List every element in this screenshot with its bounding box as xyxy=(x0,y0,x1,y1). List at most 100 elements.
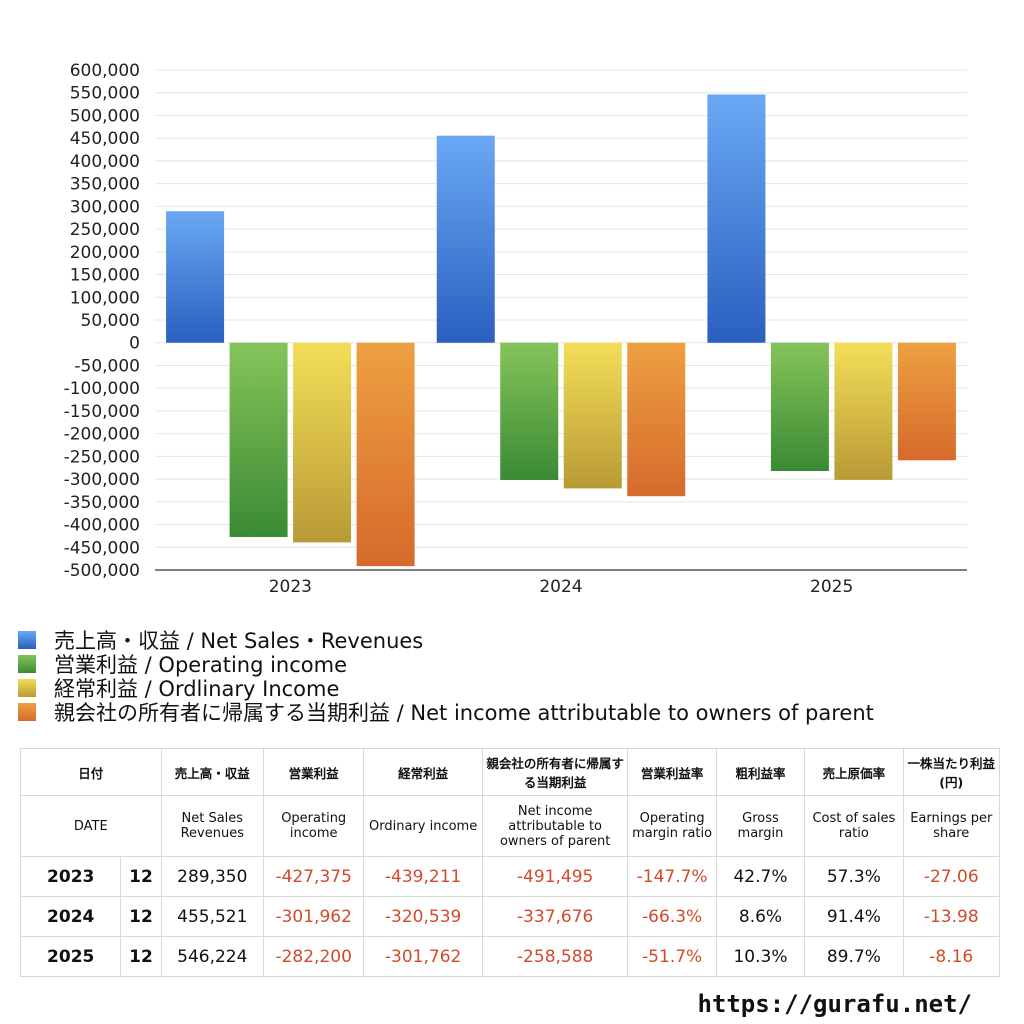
cell-year: 2025 xyxy=(19,936,122,977)
header-net-en: Net income attributable to owners of par… xyxy=(481,795,629,857)
bar-operating-2025 xyxy=(770,342,829,471)
header-operating-en: Operating income xyxy=(262,795,365,857)
y-tick-label: 350,000 xyxy=(70,175,140,195)
bar-sales-2023 xyxy=(166,211,225,343)
y-tick-label: 500,000 xyxy=(70,106,140,126)
cell-ordinary: -439,211 xyxy=(363,856,483,897)
cell-month: 12 xyxy=(120,936,162,977)
header-eps-jp: 一株当たり利益(円) xyxy=(902,748,1001,796)
header-opm-en: Operating margin ratio xyxy=(627,795,717,857)
cell-opm: -51.7% xyxy=(627,936,717,977)
cell-eps: -8.16 xyxy=(902,936,1001,977)
header-row-jp: 日付 売上高・収益 営業利益 経常利益 親会社の所有者に帰属する当期利益 営業利… xyxy=(20,748,1001,796)
bar-net-2024 xyxy=(627,342,686,497)
legend-swatch-net xyxy=(18,703,36,721)
gridlines xyxy=(155,69,967,571)
y-tick-label: 150,000 xyxy=(70,266,140,286)
table-row: 2025 12 546,224 -282,200 -301,762 -258,5… xyxy=(19,936,1001,977)
table-row: 2023 12 289,350 -427,375 -439,211 -491,4… xyxy=(19,856,1001,897)
cell-month: 12 xyxy=(120,856,162,897)
bar-ordinary-2025 xyxy=(834,342,893,480)
cell-operating: -427,375 xyxy=(262,856,365,897)
header-gm-en: Gross margin xyxy=(715,795,806,857)
y-tick-label: -50,000 xyxy=(74,356,140,376)
y-tick-label: 0 xyxy=(129,334,140,354)
cell-year: 2023 xyxy=(19,856,122,897)
y-tick-label: -500,000 xyxy=(64,561,140,581)
y-tick-label: 300,000 xyxy=(70,197,140,217)
cell-net: -491,495 xyxy=(481,856,629,897)
legend: 売上高・収益 / Net Sales・Revenues 営業利益 / Opera… xyxy=(18,628,1018,725)
cell-operating: -282,200 xyxy=(262,936,365,977)
header-ordinary-en: Ordinary income xyxy=(363,795,483,857)
header-ordinary-jp: 経常利益 xyxy=(363,748,483,796)
cell-gm: 10.3% xyxy=(715,936,806,977)
header-cos-en: Cost of sales ratio xyxy=(804,795,904,857)
x-tick-label: 2024 xyxy=(539,577,582,597)
y-tick-label: -350,000 xyxy=(64,493,140,513)
cell-eps: -27.06 xyxy=(902,856,1001,897)
y-tick-label: -300,000 xyxy=(64,470,140,490)
header-date-en: DATE xyxy=(20,795,162,857)
cell-sales: 546,224 xyxy=(160,936,264,977)
legend-item: 売上高・収益 / Net Sales・Revenues xyxy=(18,628,1018,653)
y-tick-label: -200,000 xyxy=(64,425,140,445)
cell-gm: 42.7% xyxy=(715,856,806,897)
cell-sales: 455,521 xyxy=(160,896,264,937)
header-gm-jp: 粗利益率 xyxy=(715,748,806,796)
financial-table: 日付 売上高・収益 営業利益 経常利益 親会社の所有者に帰属する当期利益 営業利… xyxy=(19,748,1001,977)
header-row-en: DATE Net Sales Revenues Operating income… xyxy=(20,795,1001,857)
cell-eps: -13.98 xyxy=(902,896,1001,937)
cell-net: -258,588 xyxy=(481,936,629,977)
header-date-jp: 日付 xyxy=(20,748,162,796)
y-tick-label: -100,000 xyxy=(64,379,140,399)
cell-sales: 289,350 xyxy=(160,856,264,897)
cell-cos: 57.3% xyxy=(804,856,904,897)
header-sales-jp: 売上高・収益 xyxy=(160,748,264,796)
bar-ordinary-2024 xyxy=(563,342,622,489)
cell-ordinary: -301,762 xyxy=(363,936,483,977)
legend-item: 営業利益 / Operating income xyxy=(18,652,1018,677)
header-operating-jp: 営業利益 xyxy=(262,748,365,796)
cell-operating: -301,962 xyxy=(262,896,365,937)
y-tick-label: -450,000 xyxy=(64,538,140,558)
header-opm-jp: 営業利益率 xyxy=(627,748,717,796)
bar-operating-2023 xyxy=(229,342,288,537)
x-tick-label: 2023 xyxy=(269,577,312,597)
bar-sales-2025 xyxy=(707,94,766,343)
cell-cos: 91.4% xyxy=(804,896,904,937)
y-tick-label: 450,000 xyxy=(70,129,140,149)
legend-swatch-sales xyxy=(18,631,36,649)
table-row: 2024 12 455,521 -301,962 -320,539 -337,6… xyxy=(19,896,1001,937)
cell-month: 12 xyxy=(120,896,162,937)
header-sales-en: Net Sales Revenues xyxy=(160,795,264,857)
x-tick-label: 2025 xyxy=(810,577,853,597)
legend-item: 経常利益 / Ordlinary Income xyxy=(18,676,1018,701)
cell-year: 2024 xyxy=(19,896,122,937)
cell-net: -337,676 xyxy=(481,896,629,937)
cell-gm: 8.6% xyxy=(715,896,806,937)
legend-label-sales: 売上高・収益 / Net Sales・Revenues xyxy=(54,629,424,653)
bar-ordinary-2023 xyxy=(293,342,352,543)
y-tick-label: 100,000 xyxy=(70,288,140,308)
y-tick-label: -250,000 xyxy=(64,447,140,467)
bar-operating-2024 xyxy=(500,342,559,480)
cell-opm: -147.7% xyxy=(627,856,717,897)
bars xyxy=(166,94,956,567)
y-tick-label: 550,000 xyxy=(70,84,140,104)
cell-ordinary: -320,539 xyxy=(363,896,483,937)
y-tick-label: -400,000 xyxy=(64,516,140,536)
legend-swatch-operating xyxy=(18,655,36,673)
legend-swatch-ordinary xyxy=(18,679,36,697)
y-tick-label: -150,000 xyxy=(64,402,140,422)
bar-net-2023 xyxy=(356,342,415,567)
legend-label-operating: 営業利益 / Operating income xyxy=(54,653,348,677)
y-tick-label: 200,000 xyxy=(70,243,140,263)
site-url[interactable]: https://gurafu.net/ xyxy=(697,990,972,1018)
legend-label-net: 親会社の所有者に帰属する当期利益 / Net income attributab… xyxy=(54,701,874,725)
cell-opm: -66.3% xyxy=(627,896,717,937)
header-cos-jp: 売上原価率 xyxy=(804,748,904,796)
bar-sales-2024 xyxy=(436,135,495,343)
